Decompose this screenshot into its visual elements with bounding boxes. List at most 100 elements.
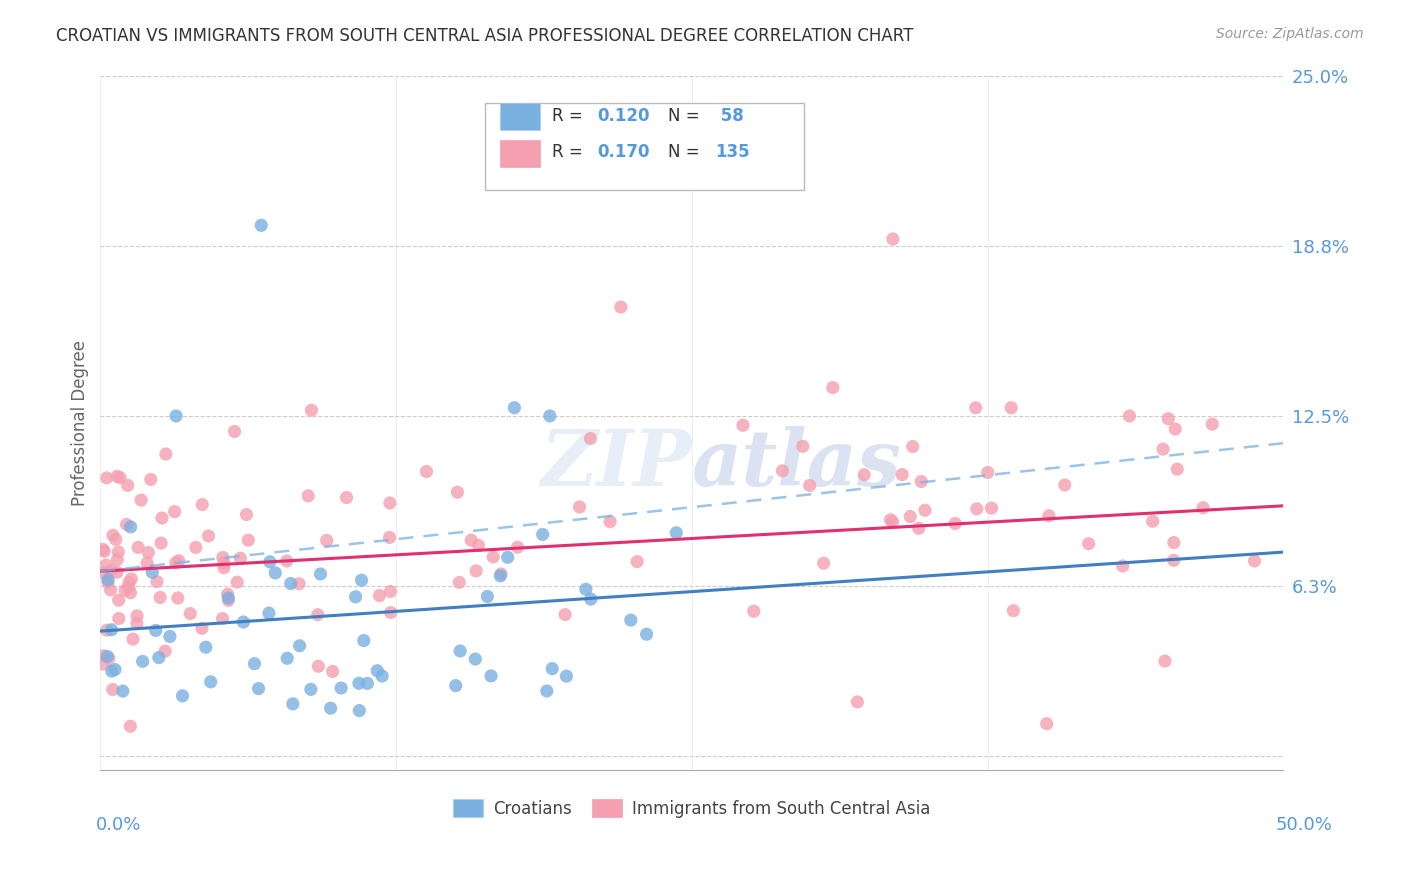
Point [464, 652, 486, 666]
Point [1035, 716, 1057, 731]
Point [94, 558, 117, 572]
Point [380, 584, 402, 599]
Y-axis label: Professional Degree: Professional Degree [72, 340, 89, 506]
Point [281, 697, 304, 711]
Point [579, 592, 602, 607]
Point [217, 591, 239, 605]
Point [415, 465, 437, 479]
Text: ZIP: ZIP [540, 426, 692, 503]
Point [446, 485, 468, 500]
Point [772, 464, 794, 478]
Point [276, 554, 298, 568]
Point [232, 615, 254, 629]
Point [371, 669, 394, 683]
Point [1154, 654, 1177, 668]
Point [211, 611, 233, 625]
Point [226, 575, 249, 590]
Point [467, 539, 489, 553]
Point [980, 501, 1002, 516]
Point [503, 401, 526, 415]
FancyBboxPatch shape [501, 140, 540, 167]
Point [138, 545, 160, 559]
Point [1002, 604, 1025, 618]
Point [853, 467, 876, 482]
Point [356, 676, 378, 690]
Point [212, 550, 235, 565]
Point [1192, 500, 1215, 515]
Point [943, 516, 966, 531]
Point [257, 606, 280, 620]
Point [100, 563, 122, 577]
Point [1164, 422, 1187, 436]
Point [665, 525, 688, 540]
Point [150, 511, 173, 525]
Point [93, 544, 115, 558]
Point [907, 521, 929, 535]
Point [882, 515, 904, 529]
Point [1118, 409, 1140, 423]
Point [167, 554, 190, 568]
Point [163, 505, 186, 519]
Point [127, 541, 149, 555]
Point [145, 624, 167, 638]
Point [107, 593, 129, 607]
Point [541, 662, 564, 676]
Point [1243, 554, 1265, 568]
Point [378, 531, 401, 545]
Point [353, 633, 375, 648]
Point [799, 478, 821, 492]
Point [821, 380, 844, 394]
FancyBboxPatch shape [485, 103, 804, 190]
Point [1163, 553, 1185, 567]
Point [538, 409, 561, 423]
Point [742, 604, 765, 618]
Point [288, 576, 311, 591]
Text: 135: 135 [716, 143, 749, 161]
Point [96, 471, 118, 485]
Point [243, 657, 266, 671]
Point [276, 651, 298, 665]
Point [731, 418, 754, 433]
Point [444, 679, 467, 693]
Point [148, 650, 170, 665]
Text: 0.120: 0.120 [598, 107, 650, 125]
Point [465, 564, 488, 578]
Point [301, 403, 323, 417]
Point [366, 664, 388, 678]
Text: 0.170: 0.170 [598, 143, 650, 161]
Text: R =: R = [553, 107, 588, 125]
Point [217, 587, 239, 601]
Point [150, 536, 173, 550]
Point [898, 509, 921, 524]
Point [91, 648, 114, 663]
Point [114, 583, 136, 598]
Point [620, 613, 643, 627]
Point [120, 719, 142, 733]
Point [489, 566, 512, 581]
Point [100, 664, 122, 678]
Point [347, 676, 370, 690]
Point [280, 576, 302, 591]
Point [120, 572, 142, 586]
Point [105, 469, 128, 483]
Point [965, 401, 987, 415]
Point [555, 669, 578, 683]
Point [536, 684, 558, 698]
Point [166, 591, 188, 605]
Point [131, 654, 153, 668]
Point [568, 500, 591, 514]
Point [224, 425, 246, 439]
Point [127, 608, 149, 623]
Point [579, 432, 602, 446]
Point [118, 575, 141, 590]
Point [155, 447, 177, 461]
Point [846, 695, 869, 709]
Point [141, 566, 163, 580]
Point [105, 566, 128, 580]
Point [125, 616, 148, 631]
Point [118, 580, 141, 594]
Point [914, 503, 936, 517]
Legend: Croatians, Immigrants from South Central Asia: Croatians, Immigrants from South Central… [447, 792, 936, 824]
Point [479, 669, 502, 683]
Point [200, 674, 222, 689]
